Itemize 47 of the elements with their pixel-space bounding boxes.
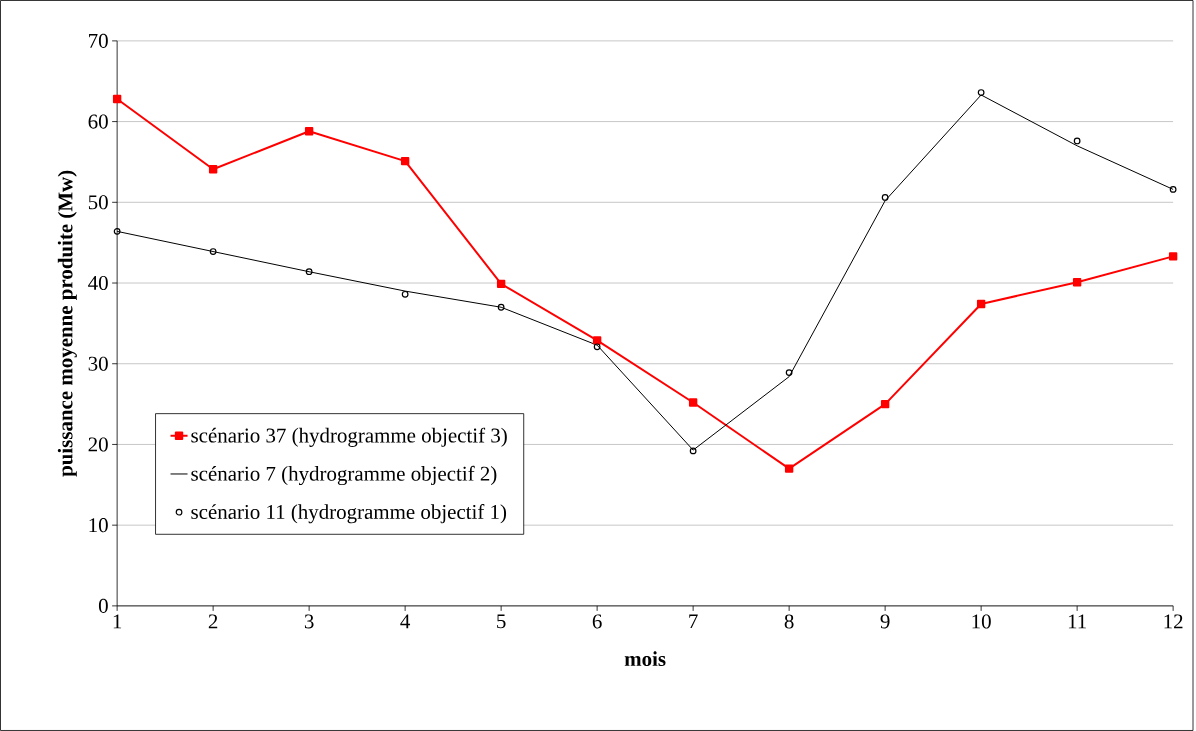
point [1168, 252, 1178, 261]
point [593, 343, 601, 351]
y-tick-label: 60 [88, 114, 108, 129]
point [880, 399, 890, 409]
point [784, 464, 794, 473]
point [401, 290, 409, 298]
point [112, 94, 122, 104]
x-tick-label: 8 [784, 614, 794, 629]
x-tick-label: 5 [497, 614, 506, 629]
legend-label: scénario 7 (hydrogramme objectif 2) [191, 465, 497, 486]
y-tick-label: 50 [88, 195, 108, 210]
point [208, 165, 218, 174]
y-tick-label: 70 [89, 33, 108, 48]
x-axis-title: mois [624, 651, 666, 667]
point [688, 398, 698, 407]
x-tick-label: 2 [208, 614, 218, 629]
legend-label: scénario 11 (hydrogramme objectif 1) [191, 504, 507, 524]
point [1073, 137, 1081, 145]
x-tick-label: 9 [880, 614, 890, 629]
y-tick-label: 40 [88, 275, 108, 291]
point [881, 194, 889, 201]
x-tick-label: 6 [592, 614, 602, 629]
point [209, 248, 217, 255]
point [1072, 278, 1082, 287]
point [689, 447, 697, 455]
point [304, 127, 314, 136]
x-tick-label: 4 [400, 614, 411, 629]
point [496, 279, 506, 289]
y-tick-label: 10 [89, 518, 108, 533]
point [977, 89, 985, 96]
y-tick-label: 30 [88, 356, 108, 371]
legend-label: scénario 37 (hydrogramme objectif 3) [191, 427, 507, 447]
x-tick-label: 1 [113, 614, 122, 629]
point [592, 336, 602, 345]
point [305, 268, 313, 276]
x-tick-label: 3 [304, 614, 314, 629]
x-tick-label: 11 [1068, 614, 1086, 629]
point [497, 303, 505, 311]
point [976, 299, 986, 309]
point [400, 156, 410, 166]
x-tick-label: 12 [1164, 614, 1183, 629]
x-tick-label: 7 [689, 614, 698, 629]
y-axis-title: puissance moyenne produite (Mw) [57, 170, 77, 477]
y-tick-label: 20 [88, 437, 108, 452]
point [785, 369, 793, 377]
y-tick-label: 0 [98, 598, 108, 613]
x-tick-label: 10 [972, 614, 991, 629]
